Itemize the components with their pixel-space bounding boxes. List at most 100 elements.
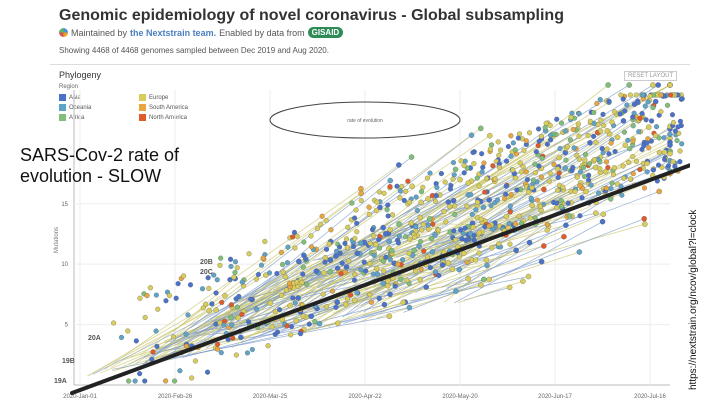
tree-branch xyxy=(142,156,412,365)
tip-marker xyxy=(298,331,304,337)
x-tick-label: 2020-Jul-16 xyxy=(634,394,666,400)
tip-marker xyxy=(474,199,481,205)
legend-item[interactable]: South America xyxy=(139,104,219,111)
tip-marker xyxy=(667,150,673,157)
tree-branch xyxy=(332,285,389,314)
tip-marker xyxy=(516,131,523,137)
tip-marker xyxy=(555,166,561,172)
tip-marker xyxy=(602,168,609,175)
clade-label: 19A xyxy=(54,378,67,385)
tip-marker xyxy=(166,292,173,299)
tip-marker xyxy=(601,123,607,129)
tip-marker xyxy=(606,151,612,157)
tip-marker xyxy=(639,111,645,117)
legend-swatch xyxy=(59,114,66,121)
x-tick-label: 2020-Feb-26 xyxy=(158,394,193,400)
tip-marker xyxy=(272,309,278,315)
tip-marker xyxy=(462,225,468,231)
tip-marker xyxy=(447,204,453,210)
tip-marker xyxy=(650,82,656,88)
tip-marker xyxy=(231,274,237,280)
gisaid-logo[interactable]: GISAID xyxy=(307,27,344,38)
tip-marker xyxy=(468,192,474,198)
tip-marker xyxy=(342,301,349,308)
tip-marker xyxy=(282,273,289,280)
legend-item[interactable]: North America xyxy=(139,114,219,121)
tip-marker xyxy=(352,271,358,277)
tip-marker xyxy=(621,175,627,181)
tip-marker xyxy=(450,160,457,166)
tip-marker xyxy=(478,125,484,132)
tip-marker xyxy=(568,114,574,121)
tip-marker xyxy=(327,268,333,275)
tip-marker xyxy=(649,118,655,124)
tip-marker xyxy=(600,211,607,218)
y-tick-label: 10 xyxy=(61,262,68,268)
tip-marker xyxy=(556,154,562,161)
tip-marker xyxy=(484,262,490,269)
tip-marker xyxy=(371,252,377,258)
tip-marker xyxy=(351,277,358,283)
tip-marker xyxy=(222,292,228,299)
reset-layout-button[interactable]: RESET LAYOUT xyxy=(624,71,678,81)
legend-item[interactable]: Asia xyxy=(59,94,139,101)
tip-marker xyxy=(400,257,406,263)
tip-marker xyxy=(544,227,550,233)
tip-marker xyxy=(599,145,605,152)
tip-marker xyxy=(612,109,618,115)
tip-marker xyxy=(154,343,160,349)
tip-marker xyxy=(267,300,274,306)
tip-marker xyxy=(452,203,458,209)
tip-marker xyxy=(476,250,482,256)
tip-marker xyxy=(111,320,117,326)
legend-item[interactable]: Africa xyxy=(59,114,139,121)
tip-marker xyxy=(586,161,593,167)
tip-marker xyxy=(246,251,252,257)
tip-marker xyxy=(385,202,391,208)
tree-branch xyxy=(453,191,620,293)
tip-marker xyxy=(400,299,406,306)
tip-marker xyxy=(278,249,284,256)
x-tick-label: 2020-May-20 xyxy=(442,394,478,400)
tip-marker xyxy=(517,160,523,166)
legend-item[interactable]: Europe xyxy=(139,94,219,101)
tip-marker xyxy=(487,146,493,152)
tip-marker xyxy=(558,204,565,210)
tip-marker xyxy=(328,227,334,233)
clock-tree-plot[interactable]: Mutations 5 10 15 2020-Jan-01 2020-Feb-26 2020… xyxy=(50,0,690,405)
tip-marker xyxy=(489,245,495,251)
tree-branch xyxy=(427,278,469,292)
tip-marker xyxy=(525,273,532,280)
y-tick-label: 15 xyxy=(61,202,68,208)
tip-marker xyxy=(299,279,305,285)
tip-marker xyxy=(248,296,254,302)
nextstrain-logo-icon xyxy=(59,28,68,37)
tip-marker xyxy=(330,288,336,294)
tip-marker xyxy=(543,120,549,126)
tip-marker xyxy=(358,240,364,246)
tip-marker xyxy=(414,208,420,214)
tip-marker xyxy=(376,189,382,195)
tip-marker xyxy=(358,197,364,204)
tip-marker xyxy=(571,145,577,151)
tip-marker xyxy=(567,137,573,143)
tip-marker xyxy=(308,233,314,239)
tip-marker xyxy=(576,156,582,162)
tip-marker xyxy=(344,244,350,251)
tip-marker xyxy=(630,138,636,144)
tip-marker xyxy=(526,130,533,136)
team-link[interactable]: the Nextstrain team. xyxy=(130,27,217,38)
tree-branch xyxy=(405,84,654,237)
tip-marker xyxy=(650,105,656,111)
tip-marker xyxy=(349,200,355,206)
legend-swatch xyxy=(139,104,146,111)
tip-marker xyxy=(630,123,636,129)
tip-marker xyxy=(515,135,521,141)
tip-marker xyxy=(408,154,415,160)
tip-marker xyxy=(621,129,627,135)
tip-marker xyxy=(323,304,330,310)
tip-marker xyxy=(503,213,510,220)
tip-marker xyxy=(533,149,539,155)
tree-branch xyxy=(354,194,440,261)
tip-marker xyxy=(266,270,273,276)
